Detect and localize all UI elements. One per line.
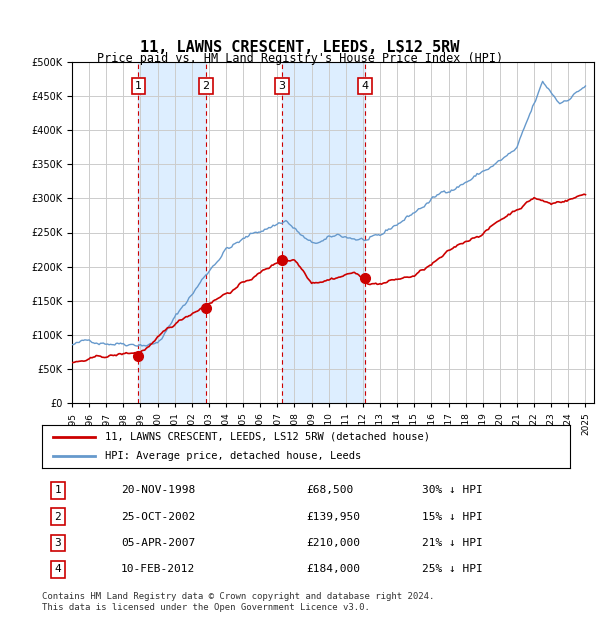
Text: £210,000: £210,000 — [306, 538, 360, 548]
Text: 2: 2 — [202, 81, 209, 91]
Text: 3: 3 — [55, 538, 61, 548]
Text: 1: 1 — [55, 485, 61, 495]
Text: 25-OCT-2002: 25-OCT-2002 — [121, 512, 196, 521]
Text: 05-APR-2007: 05-APR-2007 — [121, 538, 196, 548]
Text: £184,000: £184,000 — [306, 564, 360, 574]
Text: 11, LAWNS CRESCENT, LEEDS, LS12 5RW: 11, LAWNS CRESCENT, LEEDS, LS12 5RW — [140, 40, 460, 55]
Text: Contains HM Land Registry data © Crown copyright and database right 2024.
This d: Contains HM Land Registry data © Crown c… — [42, 592, 434, 611]
Text: 4: 4 — [361, 81, 368, 91]
Text: Price paid vs. HM Land Registry's House Price Index (HPI): Price paid vs. HM Land Registry's House … — [97, 53, 503, 65]
Text: 30% ↓ HPI: 30% ↓ HPI — [422, 485, 483, 495]
Text: 1: 1 — [135, 81, 142, 91]
Text: 3: 3 — [278, 81, 286, 91]
Text: £139,950: £139,950 — [306, 512, 360, 521]
Text: 15% ↓ HPI: 15% ↓ HPI — [422, 512, 483, 521]
Text: 10-FEB-2012: 10-FEB-2012 — [121, 564, 196, 574]
Text: 4: 4 — [55, 564, 61, 574]
Text: 25% ↓ HPI: 25% ↓ HPI — [422, 564, 483, 574]
Bar — [282, 62, 365, 403]
Text: HPI: Average price, detached house, Leeds: HPI: Average price, detached house, Leed… — [106, 451, 362, 461]
Text: 2: 2 — [55, 512, 61, 521]
Bar — [139, 62, 206, 403]
Text: £68,500: £68,500 — [306, 485, 353, 495]
Text: 21% ↓ HPI: 21% ↓ HPI — [422, 538, 483, 548]
Text: 20-NOV-1998: 20-NOV-1998 — [121, 485, 196, 495]
Text: 11, LAWNS CRESCENT, LEEDS, LS12 5RW (detached house): 11, LAWNS CRESCENT, LEEDS, LS12 5RW (det… — [106, 432, 430, 442]
